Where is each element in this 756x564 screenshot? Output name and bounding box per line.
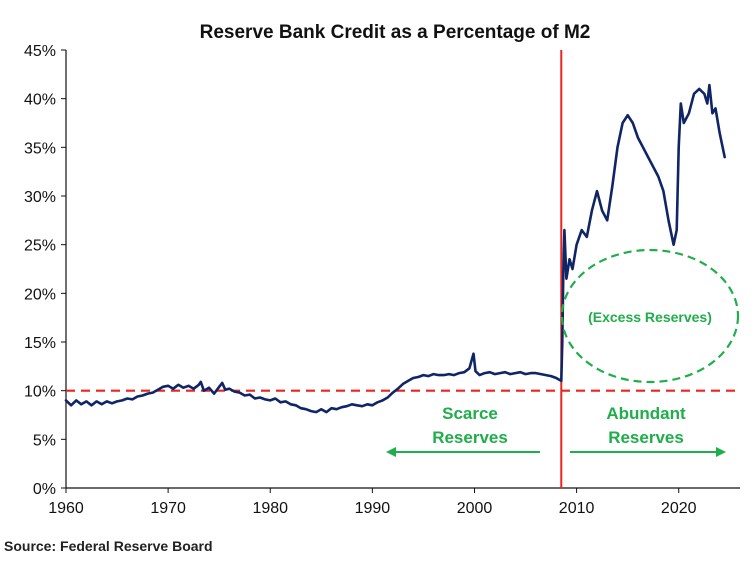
y-tick-label: 20% [24,286,56,303]
excess-reserves-ellipse [560,248,740,384]
scarce-label-line1: Scarce [442,404,498,423]
left-arrow [386,447,540,457]
axes: 0% 5% 10% 15% 20% 25% 30% 35% 40% 45% 1960 1970 1980… [24,43,740,517]
y-tick-label: 30% [24,189,56,206]
x-tick-label: 2010 [559,500,595,517]
scarce-label-line2: Reserves [432,428,508,447]
y-tick-label: 5% [33,432,56,449]
x-tick-label: 2000 [457,500,493,517]
y-tick-label: 0% [33,481,56,498]
y-tick-label: 15% [24,335,56,352]
abundant-label-line1: Abundant [606,404,686,423]
y-tick-label: 40% [24,92,56,109]
abundant-label-line2: Reserves [608,428,684,447]
source-note: Source: Federal Reserve Board [4,538,213,554]
annotations: Scarce Reserves Abundant Reserves (Exces… [386,248,740,457]
right-arrow [570,447,726,457]
y-tick-label: 45% [24,43,56,60]
y-tick-label: 25% [24,238,56,255]
excess-reserves-label: (Excess Reserves) [588,309,712,325]
y-tick-label: 10% [24,384,56,401]
x-tick-label: 1970 [150,500,186,517]
x-tick-label: 1990 [355,500,391,517]
reference-lines [66,50,740,488]
series-layer [64,83,726,414]
x-tick-label: 1980 [252,500,288,517]
chart-title: Reserve Bank Credit as a Percentage of M… [200,22,591,43]
x-tick-label: 2020 [661,500,697,517]
y-tick-label: 35% [24,140,56,157]
series-line [64,83,726,414]
x-tick-label: 1960 [48,500,84,517]
